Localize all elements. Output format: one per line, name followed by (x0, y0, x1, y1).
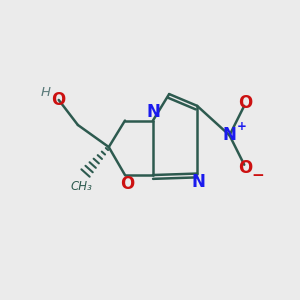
Text: H: H (40, 86, 50, 99)
Text: −: − (251, 168, 264, 183)
Text: N: N (192, 173, 206, 191)
Text: O: O (238, 94, 253, 112)
Text: O: O (52, 91, 66, 109)
Text: O: O (120, 176, 134, 194)
Text: N: N (223, 126, 236, 144)
Text: CH₃: CH₃ (70, 180, 92, 193)
Text: +: + (236, 120, 246, 133)
Text: O: O (238, 159, 253, 177)
Text: N: N (146, 103, 160, 121)
